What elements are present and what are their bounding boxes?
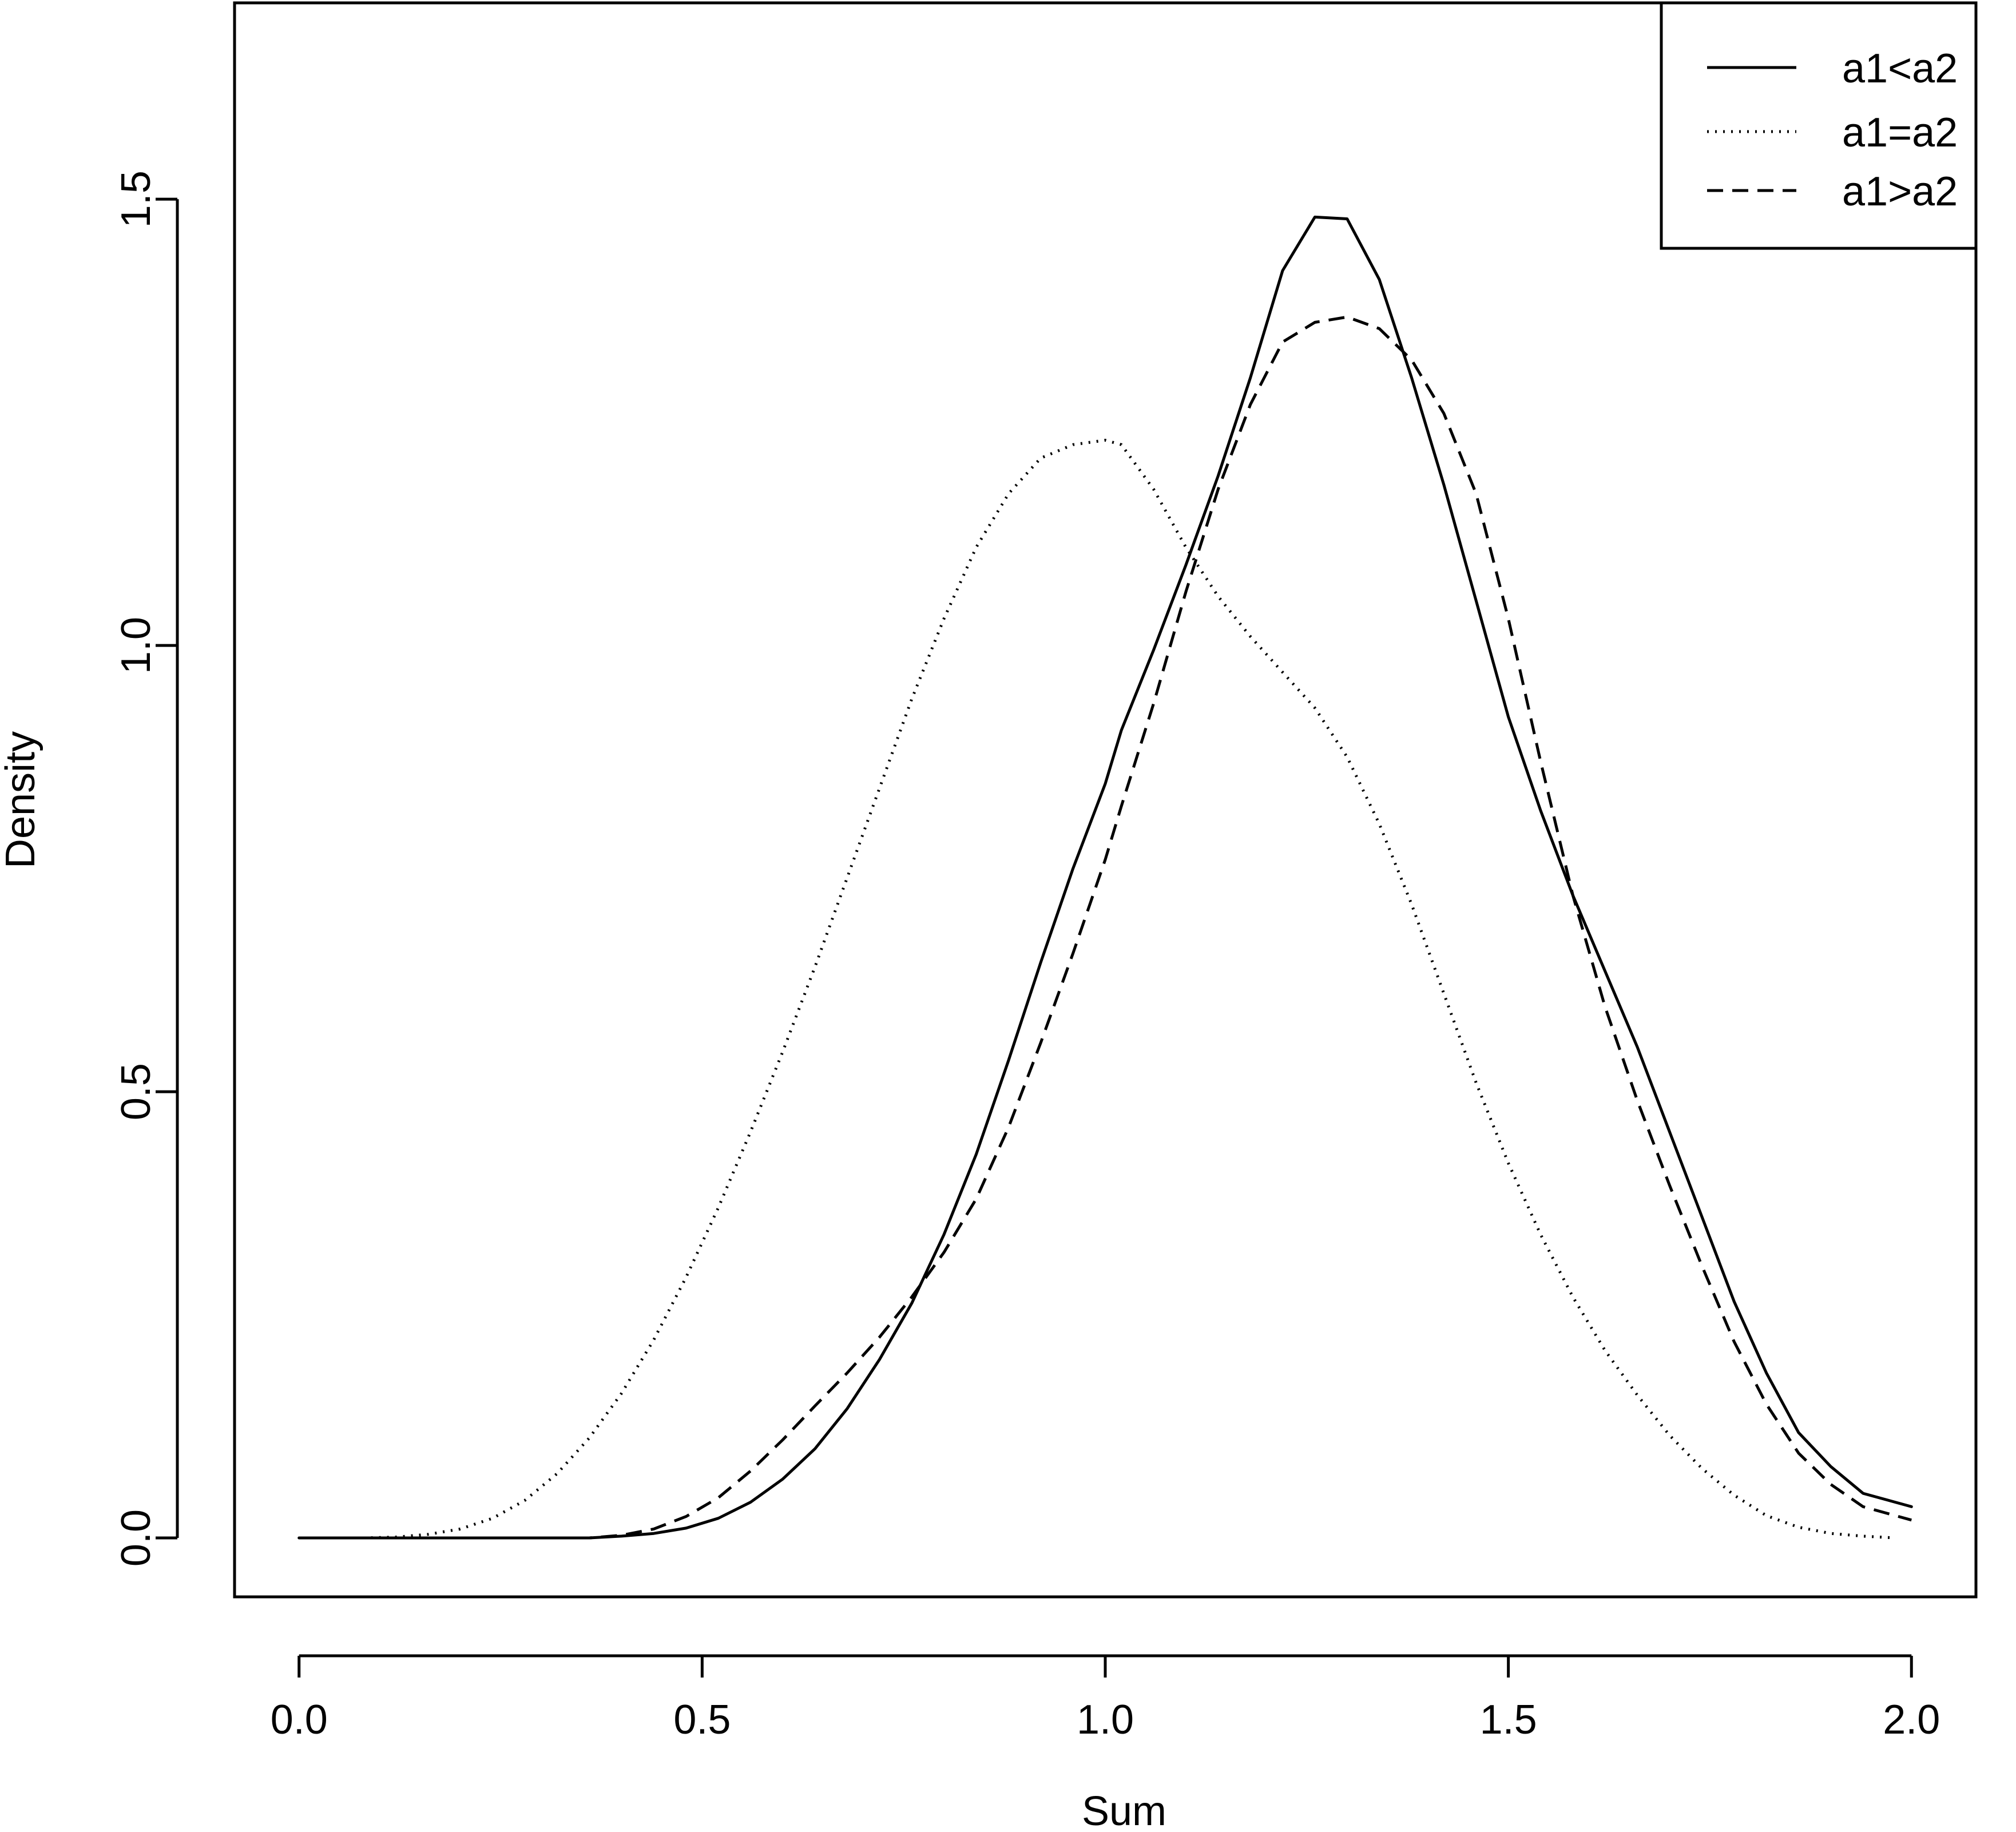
x-axis-label: Sum	[1082, 1789, 1166, 1832]
series-line-dotted	[299, 438, 1896, 1540]
legend-label: a1<a2	[1842, 46, 1958, 92]
legend-box	[1660, 1, 1978, 250]
legend-label: a1>a2	[1842, 169, 1958, 215]
x-axis: 0.0 0.5 1.0 1.5 2.0	[271, 1654, 1940, 1743]
x-tick-label: 0.0	[271, 1697, 328, 1743]
series-line-dashed	[299, 315, 1912, 1540]
y-tick-label: 0.0	[113, 1509, 159, 1567]
y-tick-label: 1.5	[113, 170, 159, 228]
x-tick-label: 1.5	[1480, 1697, 1537, 1743]
x-tick-label: 2.0	[1883, 1697, 1940, 1743]
legend-label: a1=a2	[1842, 110, 1958, 156]
y-tick-label: 1.0	[113, 617, 159, 674]
plot-area-frame	[233, 1, 1978, 1599]
y-axis-label: Density	[0, 731, 43, 869]
x-tick-label: 0.5	[673, 1697, 731, 1743]
series-line-solid	[297, 215, 1913, 1540]
y-tick-label: 0.5	[113, 1063, 159, 1120]
series-layer	[297, 215, 1913, 1540]
legend: a1<a2 a1=a2 a1>a2	[1660, 1, 1978, 250]
x-tick-label: 1.0	[1077, 1697, 1134, 1743]
y-axis: 0.0 0.5 1.0 1.5	[113, 170, 179, 1567]
